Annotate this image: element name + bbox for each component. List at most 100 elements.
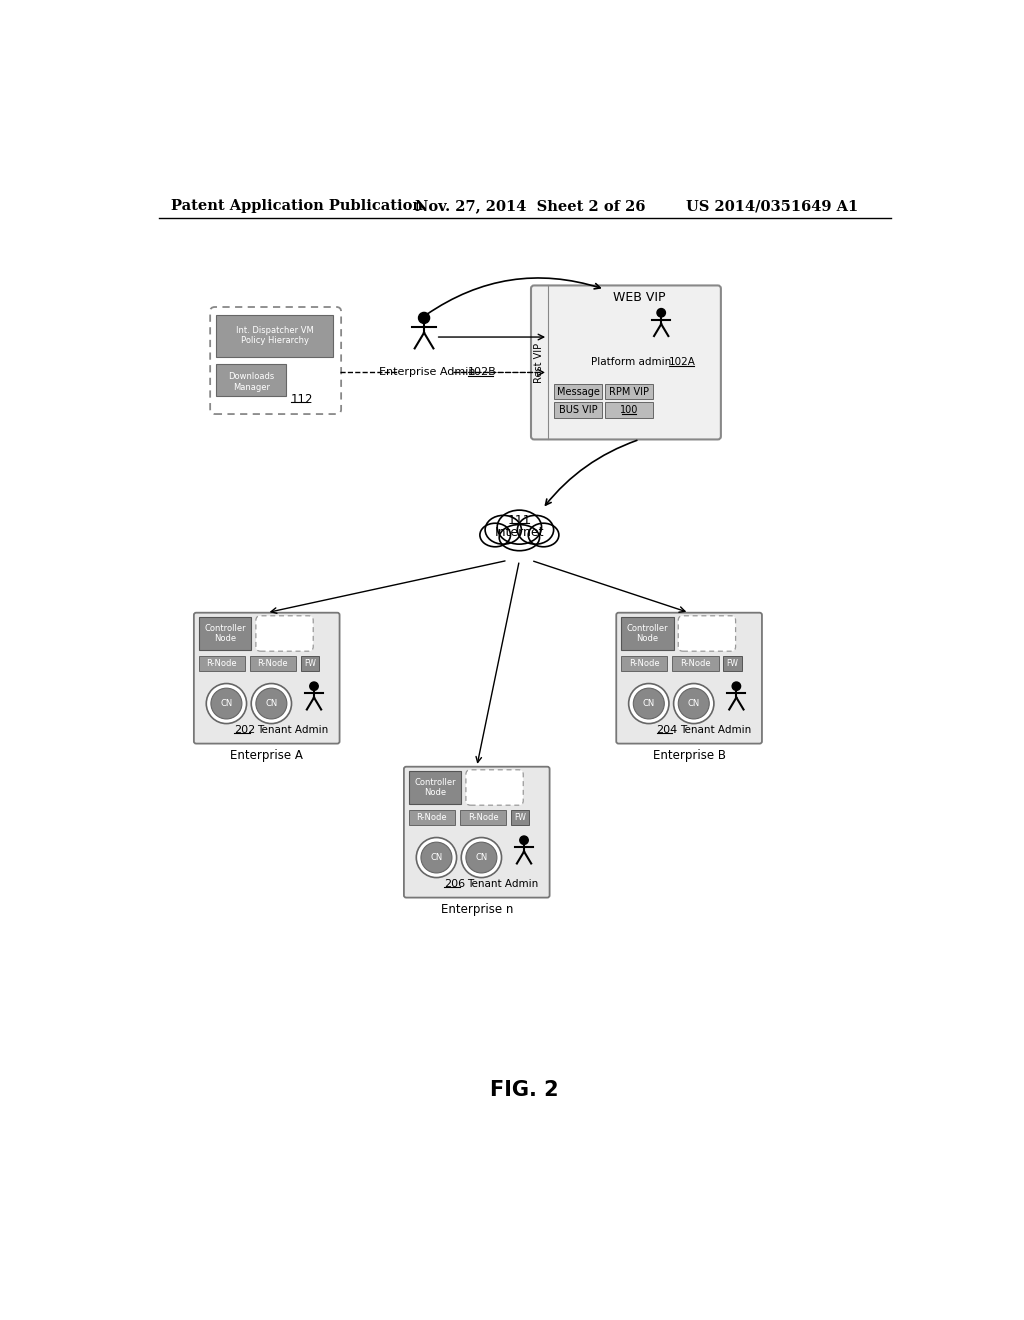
Text: Nov. 27, 2014  Sheet 2 of 26: Nov. 27, 2014 Sheet 2 of 26 [415,199,645,213]
Bar [554,384,602,400]
Text: Controller: Controller [414,779,456,787]
Text: CN: CN [688,700,699,708]
Circle shape [211,688,242,719]
FancyBboxPatch shape [256,615,313,651]
Text: Tenant Admin: Tenant Admin [467,879,539,888]
Bar [301,656,319,671]
Text: Enterprise n: Enterprise n [440,903,513,916]
Text: Node: Node [214,635,236,643]
Circle shape [419,313,430,323]
Ellipse shape [485,515,521,544]
Circle shape [657,309,666,317]
Text: Node: Node [636,635,658,643]
Text: Rest VIP: Rest VIP [534,342,544,383]
Text: Node: Node [424,788,446,797]
Text: R-Node: R-Node [417,813,447,822]
Text: CN: CN [265,700,278,708]
Text: 102B: 102B [468,367,497,378]
Text: CN: CN [643,700,655,708]
Circle shape [256,688,287,719]
Text: CN: CN [475,853,487,862]
Text: 112: 112 [291,393,313,407]
Text: US 2014/0351649 A1: US 2014/0351649 A1 [686,199,858,213]
Text: FIG. 2: FIG. 2 [490,1080,559,1100]
Text: WEB VIP: WEB VIP [613,292,666,305]
Bar [199,618,251,649]
Text: R-Node: R-Node [207,659,238,668]
Circle shape [674,684,714,723]
Text: 100: 100 [621,405,639,416]
Text: Enterprise B: Enterprise B [652,750,726,763]
FancyBboxPatch shape [194,612,340,743]
Text: R-Node: R-Node [629,659,659,668]
Text: Controller: Controller [627,624,668,634]
Text: Enterprise A: Enterprise A [230,750,303,763]
Circle shape [629,684,669,723]
FancyBboxPatch shape [210,308,341,414]
Text: 204: 204 [656,725,678,735]
Circle shape [461,838,502,878]
Bar [199,656,245,671]
Ellipse shape [500,524,540,550]
Text: BUS VIP: BUS VIP [559,405,598,416]
Text: FW: FW [304,659,316,668]
Text: Manager: Manager [232,383,269,392]
Bar [460,810,506,825]
Bar [621,618,674,649]
Text: Controller: Controller [204,624,246,634]
Text: CN: CN [430,853,442,862]
Text: R-Node: R-Node [258,659,288,668]
Text: Enterprise Admin: Enterprise Admin [379,367,475,378]
FancyBboxPatch shape [466,770,523,805]
Text: CN: CN [220,700,232,708]
Bar [723,656,741,671]
Circle shape [310,682,318,690]
Circle shape [678,688,710,719]
Ellipse shape [517,515,554,544]
Circle shape [520,836,528,845]
Circle shape [206,684,247,723]
Bar [216,314,334,358]
Bar [605,403,653,418]
Text: Tenant Admin: Tenant Admin [680,725,751,735]
Circle shape [421,842,452,873]
Bar [409,810,455,825]
Bar [621,656,668,671]
Text: 102A: 102A [669,358,696,367]
Text: R-Node: R-Node [680,659,711,668]
Circle shape [732,682,740,690]
Bar [554,403,602,418]
FancyBboxPatch shape [616,612,762,743]
Text: 111: 111 [508,513,531,527]
Bar [605,384,653,400]
Text: Platform admin: Platform admin [592,358,672,367]
Text: R-Node: R-Node [468,813,499,822]
Ellipse shape [498,510,542,544]
Circle shape [633,688,665,719]
Circle shape [251,684,292,723]
Text: Patent Application Publication: Patent Application Publication [171,199,423,213]
Bar [250,656,296,671]
Bar [216,364,286,396]
Text: Message: Message [557,387,600,397]
Ellipse shape [528,523,559,546]
Bar [511,810,529,825]
FancyBboxPatch shape [531,285,721,440]
Ellipse shape [480,523,511,546]
Text: Downloads: Downloads [228,372,274,380]
Text: FW: FW [727,659,738,668]
FancyBboxPatch shape [403,767,550,898]
Text: Policy Hierarchy: Policy Hierarchy [242,337,309,346]
Text: FW: FW [514,813,526,822]
Text: 206: 206 [444,879,465,888]
FancyBboxPatch shape [678,615,735,651]
Text: Internet: Internet [495,527,544,539]
Text: 202: 202 [234,725,255,735]
Text: RPM VIP: RPM VIP [609,387,649,397]
Circle shape [466,842,497,873]
Bar [409,771,461,804]
Text: Int. Dispatcher VM: Int. Dispatcher VM [237,326,314,334]
Text: Tenant Admin: Tenant Admin [257,725,329,735]
Circle shape [417,838,457,878]
Bar [672,656,719,671]
